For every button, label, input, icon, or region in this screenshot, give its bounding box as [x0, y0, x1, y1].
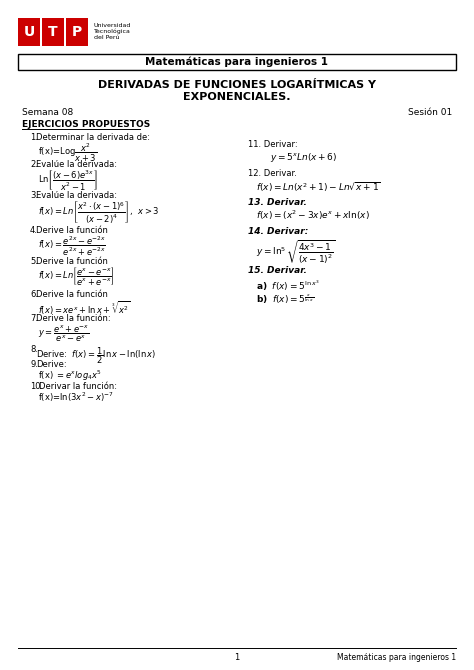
Text: $f(x) = \dfrac{e^{2x}-e^{-2x}}{e^{2x}+e^{-2x}}$: $f(x) = \dfrac{e^{2x}-e^{-2x}}{e^{2x}+e^… [38, 235, 106, 259]
Text: $y= 5^x Ln(x+6)$: $y= 5^x Ln(x+6)$ [270, 151, 337, 164]
Text: $f(x) = (x^2-3x)e^x + x\ln(x)$: $f(x) = (x^2-3x)e^x + x\ln(x)$ [256, 209, 370, 222]
Text: $f(x) = Ln\left[\dfrac{x^2\cdot(x-1)^6}{(x-2)^4}\right]$,  $x>3$: $f(x) = Ln\left[\dfrac{x^2\cdot(x-1)^6}{… [38, 200, 159, 226]
Text: 12. Derivar.: 12. Derivar. [248, 169, 297, 178]
Text: Derive:: Derive: [36, 360, 67, 369]
Text: $f(x) = Ln\left[\dfrac{e^x - e^{-x}}{e^x + e^{-x}}\right]$: $f(x) = Ln\left[\dfrac{e^x - e^{-x}}{e^x… [38, 266, 115, 288]
FancyBboxPatch shape [18, 18, 40, 46]
Text: Universidad
Tecnológica
del Perú: Universidad Tecnológica del Perú [94, 23, 131, 40]
Text: 5.: 5. [30, 257, 38, 266]
Text: 2.: 2. [30, 160, 38, 169]
Text: Evalúe la derivada:: Evalúe la derivada: [36, 160, 117, 169]
Text: 1: 1 [234, 653, 240, 662]
Text: $\mathbf{b)}$  $f(x) = 5^{\frac{x}{\ln x}}$: $\mathbf{b)}$ $f(x) = 5^{\frac{x}{\ln x}… [256, 293, 314, 306]
Text: 10.: 10. [30, 382, 43, 391]
Text: f(x)=ln$(3x^2-x)^{-7}$: f(x)=ln$(3x^2-x)^{-7}$ [38, 391, 114, 405]
Text: $y = \dfrac{e^x + e^{-x}}{e^x - e^x}$: $y = \dfrac{e^x + e^{-x}}{e^x - e^x}$ [38, 323, 89, 344]
Text: 3.: 3. [30, 191, 38, 200]
Text: Matemáticas para ingenieros 1: Matemáticas para ingenieros 1 [146, 57, 328, 67]
Text: Derive la función:: Derive la función: [36, 314, 110, 323]
Text: Derive la función: Derive la función [36, 290, 108, 299]
Text: $y = \ln^5\sqrt{\dfrac{4x^3-1}{(x-1)^2}}$: $y = \ln^5\sqrt{\dfrac{4x^3-1}{(x-1)^2}}… [256, 238, 336, 265]
Text: DERIVADAS DE FUNCIONES LOGARÍTMICAS Y: DERIVADAS DE FUNCIONES LOGARÍTMICAS Y [98, 80, 376, 90]
Text: f(x)=Log$\dfrac{x^2}{x+3}$: f(x)=Log$\dfrac{x^2}{x+3}$ [38, 142, 97, 164]
Text: EJERCICIOS PROPUESTOS: EJERCICIOS PROPUESTOS [22, 120, 150, 129]
Text: Derivar la función:: Derivar la función: [39, 382, 117, 391]
Text: 13. Derivar.: 13. Derivar. [248, 198, 307, 207]
Text: f(x) $=e^x log_4 x^5$: f(x) $=e^x log_4 x^5$ [38, 369, 102, 383]
Text: Derive la función: Derive la función [36, 257, 108, 266]
Text: 1.: 1. [30, 133, 38, 142]
Text: $f(x) = xe^x + \ln x + \sqrt[3]{x^2}$: $f(x) = xe^x + \ln x + \sqrt[3]{x^2}$ [38, 299, 130, 316]
Text: Sesión 01: Sesión 01 [408, 108, 452, 117]
Text: $f(x) = Ln(x^2+1) - Ln\sqrt{x+1}$: $f(x) = Ln(x^2+1) - Ln\sqrt{x+1}$ [256, 180, 381, 194]
Text: 15. Derivar.: 15. Derivar. [248, 266, 307, 275]
Text: 8.: 8. [30, 345, 38, 354]
Text: 7.: 7. [30, 314, 38, 323]
Text: Matemáticas para ingenieros 1: Matemáticas para ingenieros 1 [337, 653, 456, 662]
Text: 11. Derivar:: 11. Derivar: [248, 140, 298, 149]
FancyBboxPatch shape [66, 18, 88, 46]
Text: Evalúe la derivada:: Evalúe la derivada: [36, 191, 117, 200]
Text: EXPONENCIALES.: EXPONENCIALES. [183, 92, 291, 102]
Text: 9.: 9. [30, 360, 38, 369]
Text: Derive:  $f(x) = \dfrac{1}{2}\ln x - \ln(\ln x)$: Derive: $f(x) = \dfrac{1}{2}\ln x - \ln(… [36, 345, 156, 366]
FancyBboxPatch shape [18, 54, 456, 70]
Text: 4.: 4. [30, 226, 38, 235]
Text: P: P [72, 25, 82, 39]
FancyBboxPatch shape [42, 18, 64, 46]
Text: 14. Derivar:: 14. Derivar: [248, 227, 309, 236]
Text: Ln$\left[\dfrac{(x-6)e^{3x}}{x^2-1}\right]$: Ln$\left[\dfrac{(x-6)e^{3x}}{x^2-1}\righ… [38, 169, 98, 194]
Text: Derive la función: Derive la función [36, 226, 108, 235]
Text: 6.: 6. [30, 290, 38, 299]
Text: T: T [48, 25, 58, 39]
Text: Semana 08: Semana 08 [22, 108, 73, 117]
Text: Determinar la derivada de:: Determinar la derivada de: [36, 133, 150, 142]
Text: $\mathbf{a)}$  $f(x) = 5^{\ln x^3}$: $\mathbf{a)}$ $f(x) = 5^{\ln x^3}$ [256, 279, 319, 293]
Text: U: U [23, 25, 35, 39]
